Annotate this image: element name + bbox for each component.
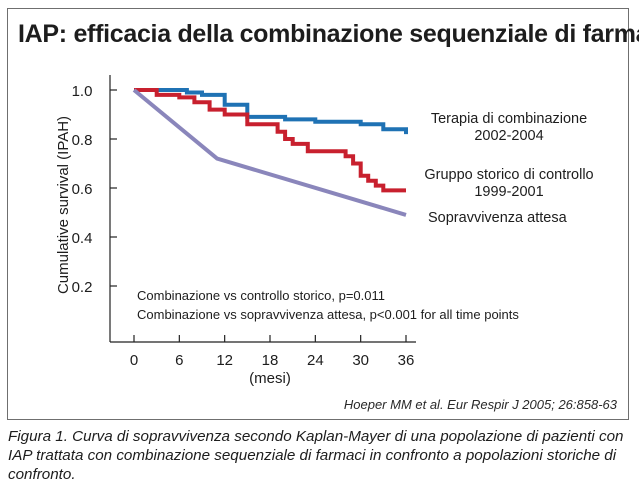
annotation-text: Combinazione vs sopravvivenza attesa, p<… xyxy=(137,307,519,322)
citation: Hoeper MM et al. Eur Respir J 2005; 26:8… xyxy=(343,397,617,412)
y-tick-label: 0.4 xyxy=(72,230,93,247)
survival-chart: 0.2 0.4 0.6 0.8 1.0 0 6 12 18 24 30 36 (mesi) Cumulat… xyxy=(55,75,594,387)
series-line-3 xyxy=(132,88,407,217)
y-tick-label: 1.0 xyxy=(72,83,93,100)
x-tick-label: 24 xyxy=(307,352,324,369)
axes: 0.2 0.4 0.6 0.8 1.0 0 6 12 18 24 30 36 (mesi) Cumulat… xyxy=(55,75,416,387)
x-tick-label: 30 xyxy=(352,352,369,369)
series-label: Gruppo storico di controllo xyxy=(424,167,593,183)
x-tick-label: 6 xyxy=(175,352,183,369)
y-tick-label: 0.2 xyxy=(72,279,93,296)
x-tick-label: 0 xyxy=(130,352,138,369)
annotation-text: Combinazione vs controllo storico, p=0.0… xyxy=(137,288,385,303)
series-line-1 xyxy=(134,88,408,135)
series-label: Sopravvivenza attesa xyxy=(428,210,568,226)
series-label: Terapia di combinazione xyxy=(431,111,587,127)
y-tick-label: 0.6 xyxy=(72,181,93,198)
x-tick-label: 36 xyxy=(398,352,415,369)
chart-title: IAP: efficacia della combinazione sequen… xyxy=(18,20,639,48)
y-tick-label: 0.8 xyxy=(72,132,93,149)
y-axis-title: Cumulative survival (IPAH) xyxy=(55,116,72,294)
figure-frame xyxy=(7,8,629,420)
x-tick-label: 18 xyxy=(262,352,279,369)
series-line-2 xyxy=(134,88,406,193)
figure-caption: Figura 1. Curva di sopravvivenza secondo… xyxy=(8,428,624,483)
plot-area xyxy=(132,88,408,217)
series-label: 2002-2004 xyxy=(474,128,543,144)
x-axis-title: (mesi) xyxy=(249,370,291,387)
series-label: 1999-2001 xyxy=(474,184,543,200)
x-tick-label: 12 xyxy=(216,352,233,369)
annotations: Combinazione vs controllo storico, p=0.0… xyxy=(137,288,519,322)
